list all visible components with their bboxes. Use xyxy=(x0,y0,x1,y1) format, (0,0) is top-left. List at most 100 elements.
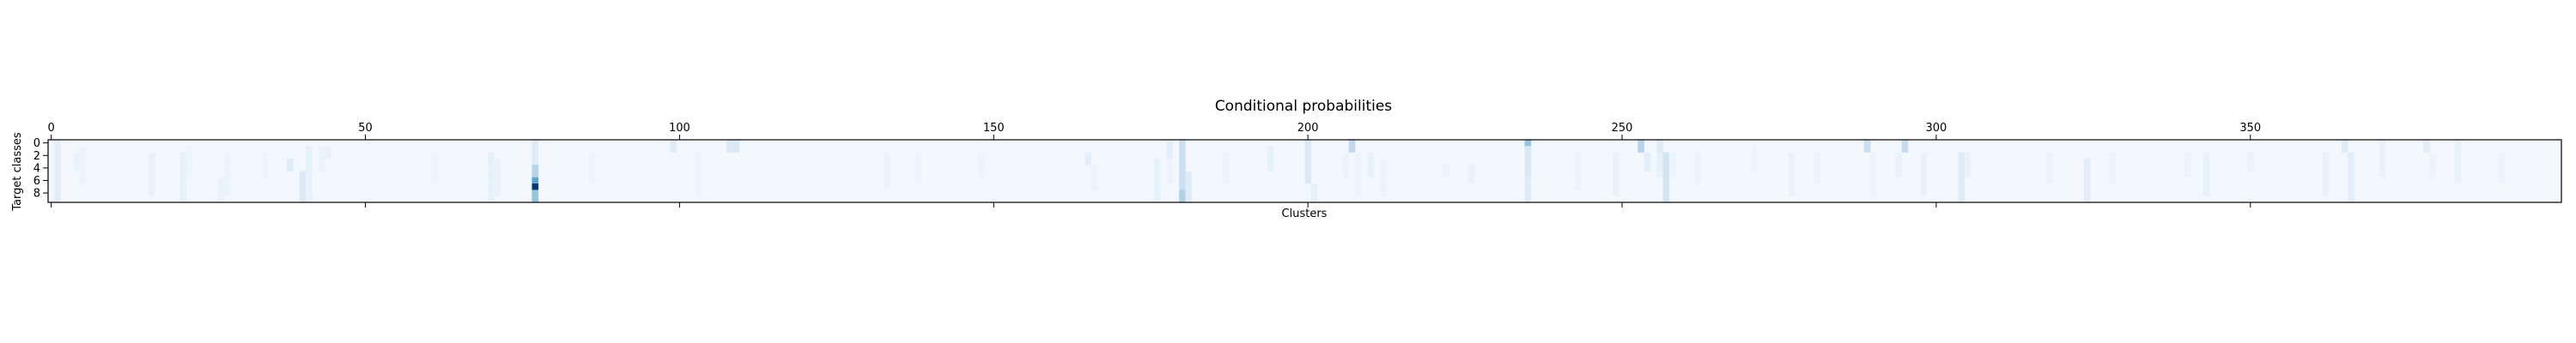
heatmap-cell xyxy=(1443,165,1450,172)
heatmap-cell xyxy=(2348,158,2354,165)
heatmap-cell xyxy=(532,146,539,153)
heatmap-cell xyxy=(695,171,702,178)
heatmap-cell xyxy=(1153,190,1161,196)
heatmap-cell xyxy=(1964,165,1971,172)
heatmap-cell xyxy=(2202,190,2210,196)
heatmap-cell xyxy=(1895,152,1902,159)
heatmap-cell xyxy=(306,184,313,190)
heatmap-cell xyxy=(54,196,61,203)
heatmap-cell xyxy=(1179,196,1186,203)
heatmap-cell xyxy=(2454,158,2462,165)
heatmap-cell xyxy=(1304,140,1312,147)
heatmap-cell xyxy=(532,171,539,178)
heatmap-cell xyxy=(2083,171,2091,178)
heatmap-cell xyxy=(1870,171,1877,178)
heatmap-cell xyxy=(54,171,61,178)
heatmap-cell xyxy=(2348,190,2354,196)
heatmap-cell xyxy=(223,190,231,196)
heatmap-cell xyxy=(149,190,155,196)
y-tick-label: 4 xyxy=(33,162,40,175)
heatmap-cell xyxy=(1267,146,1274,153)
heatmap-cell xyxy=(1166,146,1174,153)
heatmap-cell xyxy=(1643,165,1651,172)
heatmap-cell xyxy=(1185,196,1193,203)
heatmap-cell xyxy=(179,165,187,172)
heatmap-cell xyxy=(2322,190,2330,196)
heatmap-cell xyxy=(532,184,539,190)
heatmap-cell xyxy=(217,190,225,196)
heatmap-cell xyxy=(1310,196,1318,203)
heatmap-cell xyxy=(1310,190,1318,196)
heatmap-cell xyxy=(179,184,187,190)
heatmap-cell xyxy=(149,171,155,178)
heatmap-cell xyxy=(977,158,985,165)
heatmap-cell xyxy=(54,140,61,147)
heatmap-cell xyxy=(1870,184,1877,190)
heatmap-cell xyxy=(1179,184,1186,190)
heatmap-cell xyxy=(1662,184,1670,190)
heatmap-cell xyxy=(1575,158,1582,165)
heatmap-cell xyxy=(1920,177,1928,184)
heatmap-cell xyxy=(306,177,313,184)
heatmap-cell xyxy=(532,165,539,172)
heatmap-cell xyxy=(2247,165,2254,172)
heatmap-cell xyxy=(261,158,269,165)
heatmap-cell xyxy=(532,196,539,203)
heatmap-cell xyxy=(2429,171,2436,178)
heatmap-cell xyxy=(1304,152,1312,159)
heatmap-cell xyxy=(1662,158,1670,165)
heatmap-cell xyxy=(1153,196,1161,203)
heatmap-cell xyxy=(2083,165,2091,172)
heatmap-cell xyxy=(306,146,313,153)
heatmap-cell xyxy=(1179,177,1186,184)
heatmap-cell xyxy=(306,196,313,203)
heatmap-cell xyxy=(217,177,225,184)
heatmap-cell xyxy=(2348,196,2354,203)
heatmap-cell xyxy=(1367,158,1375,165)
x-tick-label: 300 xyxy=(1925,122,1947,135)
heatmap-cell xyxy=(324,146,331,153)
heatmap-cell xyxy=(287,158,294,165)
heatmap-cell xyxy=(1643,152,1651,159)
heatmap-cell xyxy=(488,177,495,184)
heatmap-cell xyxy=(149,165,155,172)
heatmap-cell xyxy=(1814,152,1820,159)
heatmap-cell xyxy=(223,171,231,178)
heatmap-cell xyxy=(1166,177,1174,184)
heatmap-cell xyxy=(2109,158,2116,165)
heatmap-cell xyxy=(2379,146,2386,153)
heatmap-cell xyxy=(1524,158,1532,165)
heatmap-cell xyxy=(1575,152,1582,159)
heatmap-cell xyxy=(1524,140,1532,147)
heatmap-cell xyxy=(532,152,539,159)
heatmap-cell xyxy=(223,177,231,184)
heatmap-cell xyxy=(318,158,325,165)
heatmap-cell xyxy=(588,158,595,165)
heatmap-cell xyxy=(2109,152,2116,159)
heatmap-cell xyxy=(2202,177,2210,184)
heatmap-cell xyxy=(1814,177,1820,184)
heatmap-cell xyxy=(2429,158,2436,165)
heatmap-cell xyxy=(2083,196,2091,203)
heatmap-cell xyxy=(1870,158,1877,165)
heatmap-cell xyxy=(1153,177,1161,184)
x-axis-top-ticks: 0 50 100 150 200 250 300 350 xyxy=(48,122,2261,140)
heatmap-cell xyxy=(494,184,501,190)
heatmap-cells xyxy=(48,140,2561,203)
heatmap-cell xyxy=(1348,140,1356,147)
heatmap-cell xyxy=(2498,152,2506,159)
y-axis-label: Target classes xyxy=(11,132,24,212)
heatmap-cell xyxy=(1895,165,1902,172)
heatmap-cell xyxy=(2109,165,2116,172)
heatmap-cell xyxy=(1524,165,1532,172)
heatmap-cell xyxy=(1788,152,1795,159)
heatmap-cell xyxy=(1901,140,1909,147)
heatmap-cell xyxy=(185,146,193,153)
heatmap-cell xyxy=(488,152,495,159)
heatmap-cell xyxy=(1380,158,1387,165)
heatmap-cell xyxy=(1958,152,1965,159)
x-tick-label: 200 xyxy=(1297,122,1319,135)
heatmap-cell xyxy=(1091,184,1098,190)
heatmap-cell xyxy=(306,152,313,159)
heatmap-cell xyxy=(2083,184,2091,190)
